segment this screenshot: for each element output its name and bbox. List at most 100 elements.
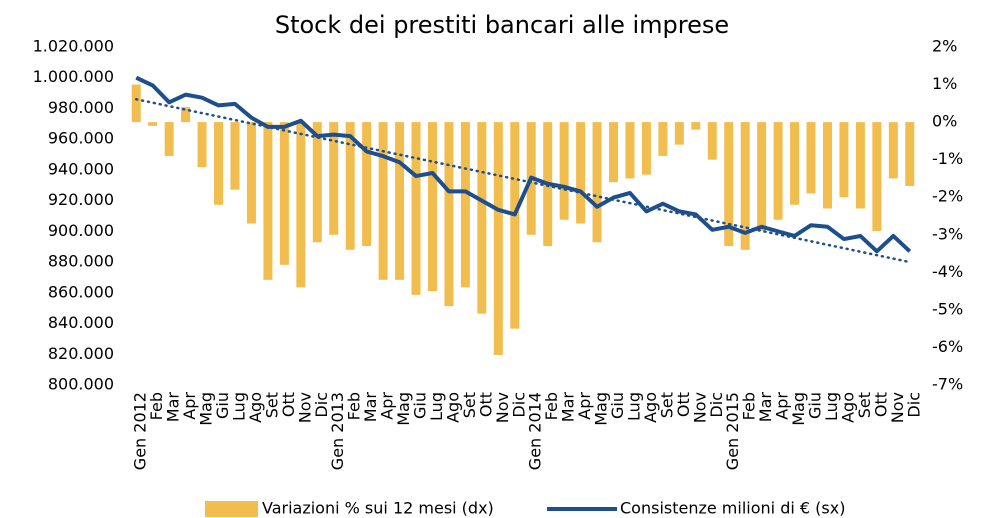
x-tick-label: Apr [180,392,199,420]
x-tick-label: Giu [411,392,430,419]
bar [131,84,141,123]
bar [329,122,339,235]
x-tick-label: Ago [641,392,660,423]
x-tick-label: Feb [542,392,561,420]
bar [312,122,322,243]
legend-label: Variazioni % sui 12 mesi (dx) [262,499,494,518]
x-tick-label: Lug [624,392,643,421]
bar [181,107,191,123]
bar [559,122,569,220]
bar [345,122,355,250]
x-tick-label: Dic [904,392,923,418]
bar [872,122,882,232]
x-tick-label: Gen 2013 [328,392,347,470]
trend-line [134,97,912,264]
y2-tick-label: 0% [932,112,957,131]
bar [806,122,816,194]
y-tick-label: 960.000 [48,129,114,148]
y-tick-label: 940.000 [48,159,114,178]
x-tick-label: Dic [707,392,726,418]
bar [444,122,454,307]
bar [148,122,158,126]
x-tick-label: Lug [229,392,248,421]
x-tick-label: Mar [164,392,183,423]
x-tick-label: Feb [740,392,759,420]
bar [493,122,503,355]
bar [855,122,865,209]
x-tick-label: Giu [806,392,825,419]
y-tick-label: 840.000 [48,313,114,332]
y-tick-label: 920.000 [48,190,114,209]
y2-tick-label: 2% [932,37,957,56]
x-tick-label: Ago [838,392,857,423]
y-tick-label: 1.020.000 [33,37,114,56]
y2-tick-label: -1% [932,149,963,168]
x-tick-label: Gen 2012 [131,392,150,470]
x-tick-label: Gen 2014 [526,392,545,470]
bar [460,122,470,288]
bar [609,122,619,183]
bar [641,122,651,175]
bar [576,122,586,224]
y-tick-label: 800.000 [48,375,114,394]
x-tick-label: Mag [789,392,808,426]
bar [724,122,734,247]
x-tick-label: Mag [394,392,413,426]
bar [362,122,372,247]
y2-tick-label: -6% [932,337,963,356]
bar [395,122,405,280]
bar [773,122,783,220]
x-tick-label: Mar [361,392,380,423]
bar [790,122,800,205]
x-tick-label: Set [262,392,281,418]
y2-tick-label: 1% [932,74,957,93]
legend-label: Consistenze milioni di € (sx) [620,499,845,518]
y-tick-label: 900.000 [48,221,114,240]
bar [658,122,668,156]
x-tick-label: Nov [295,392,314,423]
bar [510,122,520,329]
bar [230,122,240,190]
x-tick-label: Ott [871,392,890,417]
bar [378,122,388,280]
bar [757,122,767,232]
bar [246,122,256,224]
bar [477,122,487,314]
bar [691,122,701,130]
x-tick-label: Ago [246,392,265,423]
x-tick-label: Mar [559,392,578,423]
bar [279,122,289,265]
chart-title: Stock dei prestiti bancari alle imprese [275,11,729,39]
bar [296,122,306,288]
x-tick-label: Apr [575,392,594,420]
bar [164,122,174,156]
y-tick-label: 820.000 [48,344,114,363]
x-tick-label: Lug [427,392,446,421]
bar [625,122,635,179]
y2-tick-label: -7% [932,375,963,394]
x-tick-label: Ago [443,392,462,423]
bar [822,122,832,209]
y-tick-label: 980.000 [48,98,114,117]
x-tick-label: Nov [493,392,512,423]
x-tick-label: Giu [608,392,627,419]
x-tick-label: Set [855,392,874,418]
y2-tick-label: -4% [932,262,963,281]
x-tick-label: Mag [197,392,216,426]
y-tick-label: 880.000 [48,252,114,271]
x-tick-label: Gen 2015 [723,392,742,470]
x-tick-label: Feb [345,392,364,420]
bar [707,122,717,160]
legend-swatch [205,501,258,517]
bar [197,122,207,168]
bar [740,122,750,250]
x-tick-label: Feb [147,392,166,420]
x-tick-label: Giu [213,392,232,419]
y-tick-label: 1.000.000 [33,67,114,86]
x-tick-label: Lug [822,392,841,421]
y2-tick-label: -5% [932,299,963,318]
x-tick-label: Apr [378,392,397,420]
x-tick-label: Ott [674,392,693,417]
bar [674,122,684,145]
